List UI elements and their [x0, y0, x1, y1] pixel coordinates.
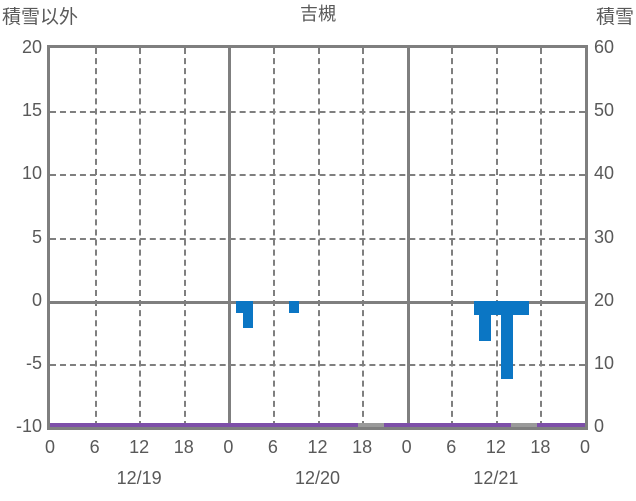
- y-axis-left-tick-label: 5: [31, 226, 42, 247]
- bar-precipitation: [479, 300, 491, 342]
- gridline-vertical: [451, 48, 454, 427]
- y-axis-right-tick-label: 30: [594, 226, 615, 247]
- y-axis-left-tick-label: -10: [15, 416, 42, 436]
- gridline-vertical: [540, 48, 543, 427]
- day-boundary-line: [228, 48, 232, 427]
- snow-depth-missing-segment: [510, 423, 537, 427]
- gridline-vertical: [183, 48, 186, 427]
- y-axis-left-tick-label: 15: [21, 100, 42, 121]
- x-axis-hour-tick-label: 6: [89, 437, 100, 457]
- snow-depth-line-segment: [50, 423, 359, 427]
- y-axis-left: 20 15 10 5 0 -5 -10: [0, 0, 42, 501]
- bar-precipitation: [289, 300, 299, 314]
- y-axis-right-tick-label: 50: [594, 100, 615, 121]
- x-axis-date-label: 12/19: [116, 468, 162, 488]
- x-axis-hour-tick-label: 0: [223, 437, 234, 457]
- x-axis-hour-tick-label: 6: [446, 437, 457, 457]
- y-axis-right-tick-label: 40: [594, 163, 615, 184]
- x-axis-hour-tick-label: 12: [307, 437, 328, 457]
- y-axis-left-tick-label: 10: [21, 163, 42, 184]
- snow-depth-line-segment: [384, 423, 511, 427]
- y-axis-right-tick-label: 60: [594, 37, 615, 57]
- bar-precipitation: [501, 300, 513, 379]
- bar-precipitation: [243, 300, 253, 329]
- gridline-vertical: [362, 48, 365, 427]
- right-axis-unit-label: 積雪: [595, 7, 634, 28]
- x-axis-hour-tick-label: 18: [352, 437, 373, 457]
- x-axis-hour-tick-label: 0: [44, 437, 56, 457]
- gridline-vertical: [495, 48, 498, 427]
- snow-depth-missing-segment: [358, 423, 385, 427]
- y-axis-left-tick-label: -5: [25, 352, 42, 373]
- y-axis-left-tick-label: 20: [21, 37, 42, 57]
- x-axis-hour-tick-label: 6: [267, 437, 278, 457]
- chart-title: 吉槻: [300, 4, 336, 24]
- y-axis-right-tick-label: 20: [594, 289, 615, 310]
- x-axis-hour-tick-label: 0: [401, 437, 412, 457]
- x-axis-date-label: 12/21: [473, 468, 519, 488]
- plot-area: [47, 45, 588, 430]
- x-axis-date-label: 12/20: [294, 468, 341, 488]
- x-axis-hour-tick-label: 12: [485, 437, 506, 457]
- y-axis-left-tick-label: 0: [31, 289, 42, 310]
- y-axis-right-tick-label: 0: [594, 416, 605, 436]
- snow-depth-line-segment: [536, 423, 585, 427]
- plot-inner: [50, 48, 585, 427]
- gridline-vertical: [139, 48, 142, 427]
- x-axis-hour-tick-label: 0: [579, 437, 591, 457]
- gridline-vertical: [317, 48, 320, 427]
- bar-precipitation: [235, 300, 247, 314]
- x-axis-hour-tick-label: 12: [129, 437, 150, 457]
- day-boundary-line: [406, 48, 410, 427]
- x-axis-hour-tick-label: 18: [530, 437, 551, 457]
- y-axis-right: 60 50 40 30 20 10 0: [594, 0, 636, 501]
- gridline-vertical: [272, 48, 275, 427]
- left-axis-unit-label: 積雪以外: [2, 7, 79, 28]
- y-axis-right-tick-label: 10: [594, 352, 615, 373]
- gridline-vertical: [94, 48, 97, 427]
- x-axis-hour-tick-label: 18: [173, 437, 194, 457]
